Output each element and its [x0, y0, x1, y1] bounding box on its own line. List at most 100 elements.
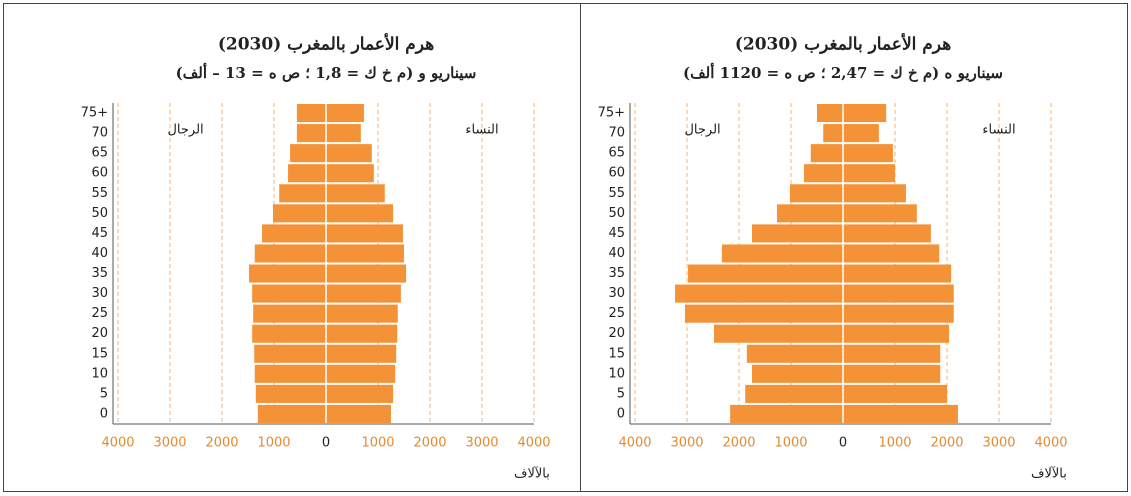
x-axis-label: بالآلاف [1031, 466, 1067, 482]
y-tick-label: 0 [100, 406, 108, 421]
y-tick-label: 75+ [81, 106, 108, 121]
bar [272, 204, 326, 223]
y-tick-label: 15 [91, 346, 108, 361]
bar [257, 404, 326, 423]
y-tick-label: 40 [608, 246, 625, 261]
y-tick-label: 20 [608, 326, 625, 341]
x-tick-label: 0 [839, 436, 847, 451]
y-tick-label: 40 [91, 246, 108, 261]
y-tick-label: 55 [608, 186, 625, 201]
x-tick-label: 3000 [465, 436, 498, 451]
bar [843, 144, 893, 163]
bar [288, 164, 326, 183]
bar [326, 204, 394, 223]
y-tick-label: 45 [608, 226, 625, 241]
y-tick-label: 70 [91, 126, 108, 141]
series-label: النساء [982, 123, 1015, 138]
chart-subtitle: سيناريو ه (م خ ك = 2,47 ؛ ص ه = 1120 ألف… [683, 62, 1003, 82]
x-tick-label: 4000 [101, 436, 134, 451]
x-tick-label: 3000 [670, 436, 703, 451]
x-tick-label: 1000 [878, 436, 911, 451]
bar [326, 264, 407, 283]
bar [326, 164, 374, 183]
y-tick-label: 75+ [598, 106, 625, 121]
x-axis-label: بالآلاف [514, 466, 550, 482]
x-tick-label: 1000 [774, 436, 807, 451]
chart-title: هرم الأعمار بالمغرب (2030) [218, 33, 434, 55]
bar [326, 324, 398, 343]
x-tick-label: 2000 [413, 436, 446, 451]
bar [817, 104, 843, 123]
y-tick-label: 20 [91, 326, 108, 341]
bar [843, 364, 941, 383]
bar [326, 304, 398, 323]
bar [290, 144, 326, 163]
y-tick-label: 35 [608, 266, 625, 281]
x-tick-label: 2000 [205, 436, 238, 451]
bar [254, 364, 326, 383]
bar [252, 324, 326, 343]
x-tick-label: 3000 [982, 436, 1015, 451]
y-tick-label: 45 [91, 226, 108, 241]
bar [249, 264, 326, 283]
bar [254, 344, 326, 363]
bar [296, 124, 326, 143]
series-label: النساء [465, 123, 498, 138]
x-tick-label: 4000 [517, 436, 550, 451]
frame [3, 3, 1128, 492]
bar [675, 284, 843, 303]
bar [843, 124, 879, 143]
bar [843, 204, 917, 223]
bar [843, 264, 952, 283]
bar [255, 384, 326, 403]
bar [279, 184, 326, 203]
bar [789, 184, 843, 203]
y-tick-label: 0 [617, 406, 625, 421]
y-tick-label: 60 [91, 166, 108, 181]
y-tick-label: 65 [608, 146, 625, 161]
bar [804, 164, 843, 183]
bar [730, 404, 843, 423]
bar [745, 384, 843, 403]
y-tick-label: 70 [608, 126, 625, 141]
x-tick-label: 4000 [1034, 436, 1067, 451]
x-tick-label: 1000 [361, 436, 394, 451]
bar [326, 384, 394, 403]
y-tick-label: 5 [617, 386, 625, 401]
y-tick-label: 25 [608, 306, 625, 321]
bar [746, 344, 843, 363]
bar [843, 184, 906, 203]
bar [326, 224, 403, 243]
y-tick-label: 55 [91, 186, 108, 201]
bar [253, 304, 326, 323]
y-tick-label: 25 [91, 306, 108, 321]
bar [843, 164, 895, 183]
bar [810, 144, 843, 163]
bar [252, 284, 326, 303]
x-tick-label: 0 [322, 436, 330, 451]
bar [262, 224, 326, 243]
bar [326, 404, 391, 423]
y-tick-label: 15 [608, 346, 625, 361]
bar [843, 284, 954, 303]
bar [843, 224, 931, 243]
bar [752, 364, 843, 383]
bar [776, 204, 843, 223]
bar [326, 364, 396, 383]
series-label: الرجال [684, 123, 720, 138]
bar [714, 324, 843, 343]
y-tick-label: 30 [608, 286, 625, 301]
x-tick-label: 2000 [722, 436, 755, 451]
bar [684, 304, 843, 323]
bar [326, 284, 401, 303]
chart-title: هرم الأعمار بالمغرب (2030) [735, 33, 951, 55]
bar [326, 344, 397, 363]
bar [843, 384, 947, 403]
bar [843, 344, 941, 363]
bar [296, 104, 326, 123]
bar [254, 244, 326, 263]
x-tick-label: 1000 [257, 436, 290, 451]
bar [326, 144, 372, 163]
bar [843, 324, 950, 343]
